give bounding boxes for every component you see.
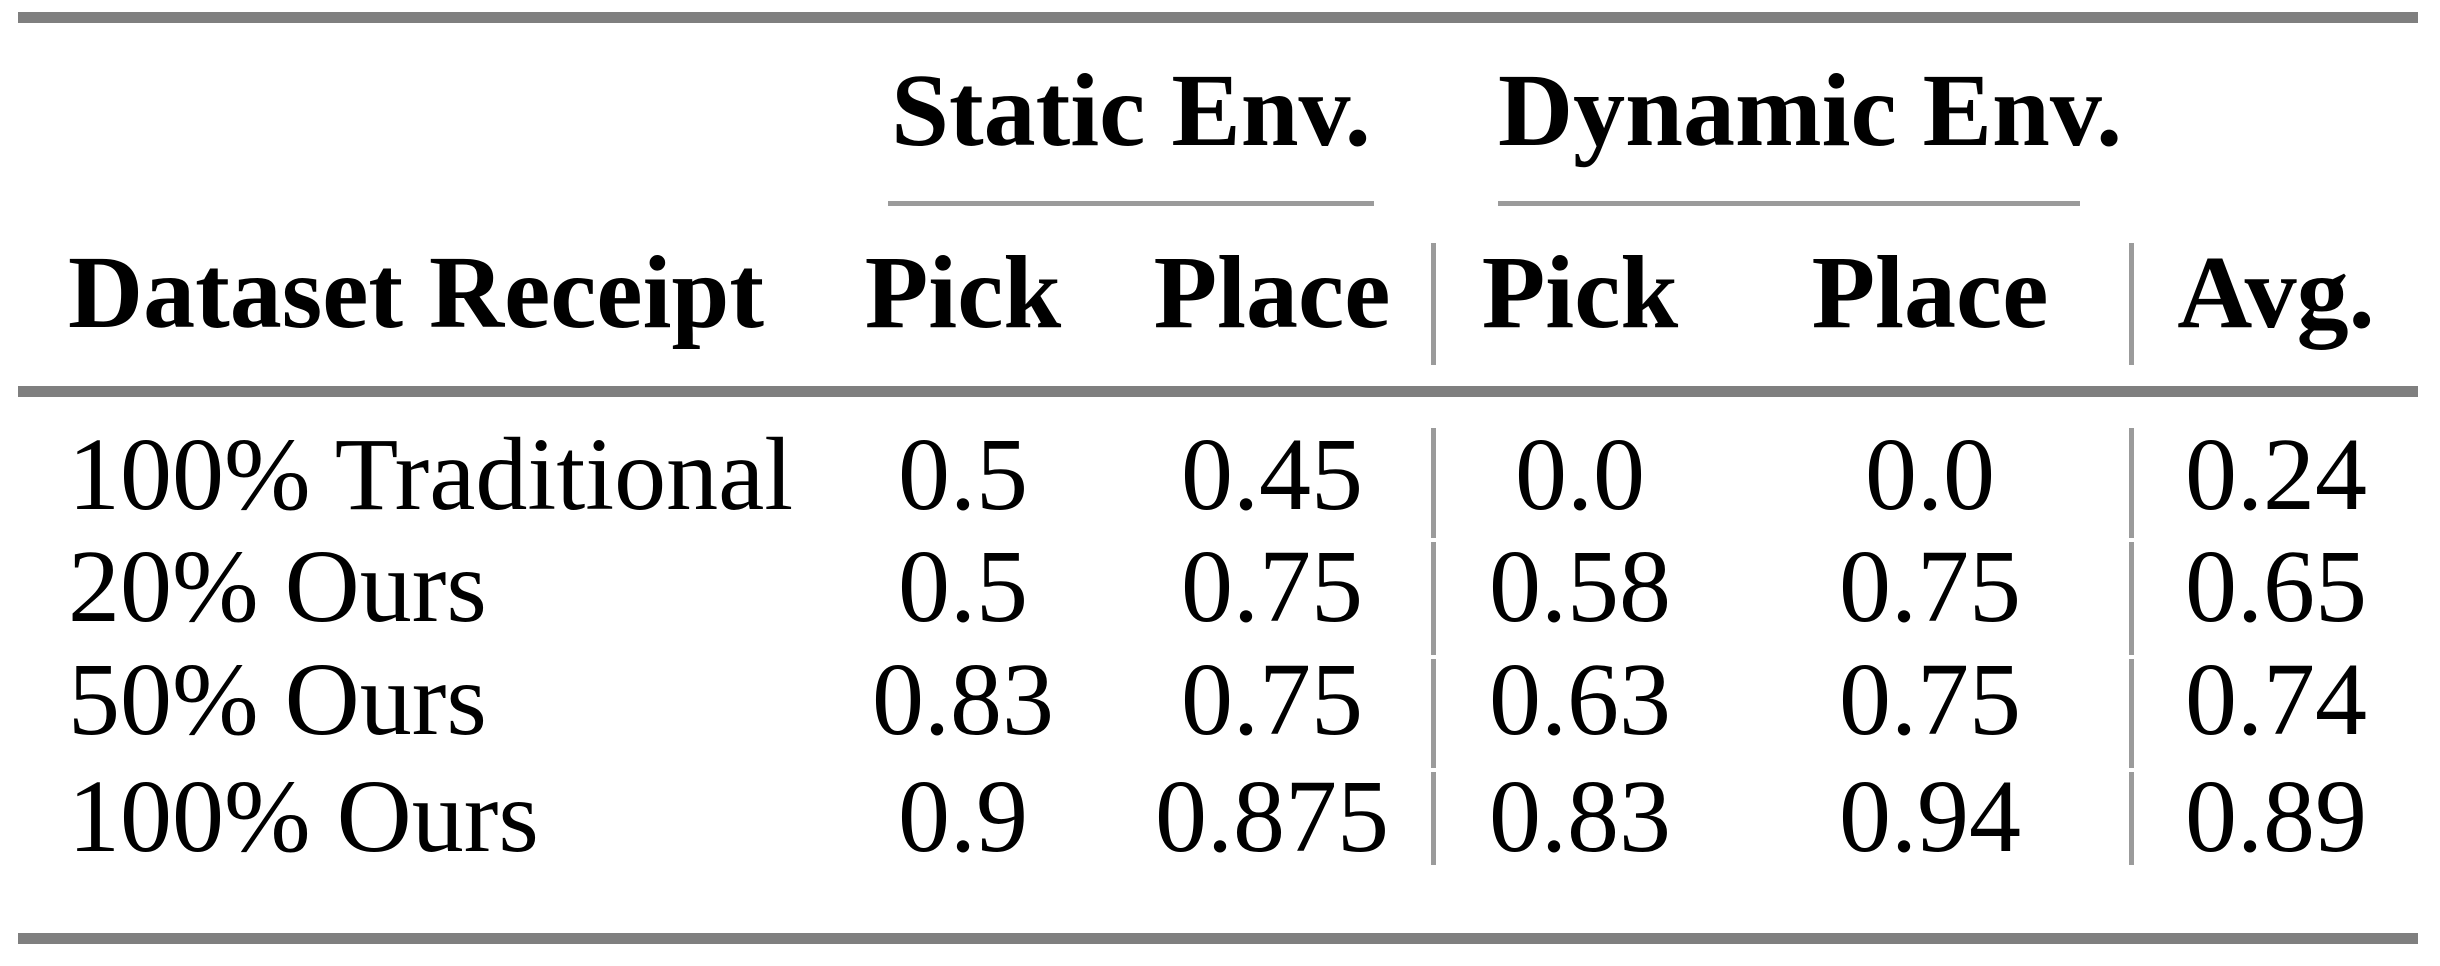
table-cell: 0.0: [1515, 417, 1645, 532]
table-cell: 0.58: [1489, 529, 1671, 644]
row-label: 100% Ours: [68, 759, 539, 874]
table-cell: 0.24: [2185, 417, 2367, 532]
divider-dynamic-avg-body-segment: [2129, 772, 2134, 865]
table-cell: 0.63: [1489, 642, 1671, 757]
bottom-rule: [18, 933, 2418, 944]
table-cell: 0.89: [2185, 759, 2367, 874]
column-header-dynamic-place: Place: [1811, 235, 2049, 350]
column-header-dataset-receipt: Dataset Receipt: [68, 235, 764, 350]
divider-static-dynamic-body-segment: [1431, 659, 1436, 768]
divider-static-dynamic-body-segment: [1431, 542, 1436, 655]
row-label: 20% Ours: [68, 529, 487, 644]
group-header-dynamic-env: Dynamic Env.: [1498, 53, 2123, 168]
table-cell: 0.9: [898, 759, 1028, 874]
group-header-static-env: Static Env.: [891, 53, 1371, 168]
table-cell: 0.5: [898, 529, 1028, 644]
header-midrule: [18, 386, 2418, 397]
divider-static-dynamic-body-segment: [1431, 772, 1436, 865]
table-cell: 0.75: [1181, 529, 1363, 644]
column-header-static-place: Place: [1153, 235, 1391, 350]
dynamic-cmidrule: [1498, 201, 2080, 206]
table-cell: 0.75: [1839, 642, 2021, 757]
row-label: 50% Ours: [68, 642, 487, 757]
table-cell: 0.83: [1489, 759, 1671, 874]
divider-static-dynamic-header: [1431, 243, 1436, 365]
table-cell: 0.83: [872, 642, 1054, 757]
table-cell: 0.875: [1155, 759, 1389, 874]
table-cell: 0.45: [1181, 417, 1363, 532]
table-cell: 0.74: [2185, 642, 2367, 757]
divider-static-dynamic-body-segment: [1431, 428, 1436, 538]
top-rule: [18, 12, 2418, 23]
divider-dynamic-avg-body-segment: [2129, 659, 2134, 768]
divider-dynamic-avg-body-segment: [2129, 542, 2134, 655]
table-cell: 0.75: [1839, 529, 2021, 644]
static-cmidrule: [888, 201, 1374, 206]
column-header-static-pick: Pick: [864, 235, 1062, 350]
divider-dynamic-avg-header: [2129, 243, 2134, 365]
row-label: 100% Traditional: [68, 417, 794, 532]
divider-dynamic-avg-body-segment: [2129, 428, 2134, 538]
table-cell: 0.65: [2185, 529, 2367, 644]
table-cell: 0.94: [1839, 759, 2021, 874]
table-cell: 0.75: [1181, 642, 1363, 757]
column-header-dynamic-pick: Pick: [1481, 235, 1679, 350]
column-header-avg: Avg.: [2177, 235, 2375, 350]
table-cell: 0.5: [898, 417, 1028, 532]
table-cell: 0.0: [1865, 417, 1995, 532]
